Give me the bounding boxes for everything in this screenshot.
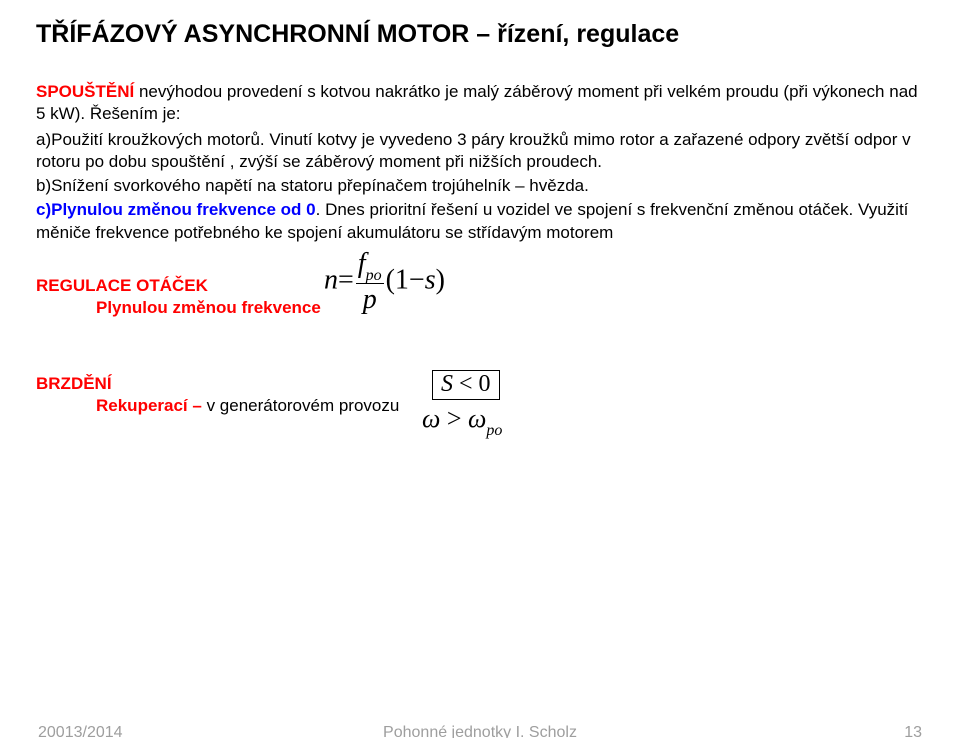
spousteni-label: SPOUŠTĚNÍ [36,82,134,101]
brzdeni-block: BRZDĚNÍ Rekuperací – v generátorovém pro… [36,374,924,464]
page-title: TŘÍFÁZOVÝ ASYNCHRONNÍ MOTOR – řízení, re… [36,20,924,49]
formula-n: n [324,264,338,295]
item-c-bold: c)Plynulou změnou frekvence od 0 [36,200,316,219]
formula-eq: = [338,264,354,295]
omega-right: ω [468,404,486,433]
box-S: S [441,371,453,397]
slip-box-formula: S < 0 [432,370,500,400]
omega-formula: ω > ωpo [422,404,502,438]
formula-one: 1 [395,264,409,295]
spousteni-intro-text: nevýhodou provedení s kotvou nakrátko je… [36,82,918,123]
formula-den: p [356,284,384,314]
formula-num: fpo [356,250,384,285]
item-c: c)Plynulou změnou frekvence od 0. Dnes p… [36,199,924,243]
item-b: b)Snížení svorkového napětí na statoru p… [36,175,924,197]
box-lt: < [453,371,479,397]
omega-left: ω [422,404,440,433]
brzdeni-label: BRZDĚNÍ [36,374,112,394]
footer-center: Pohonné jednotky I. Scholz [0,724,960,738]
document-page: TŘÍFÁZOVÝ ASYNCHRONNÍ MOTOR – řízení, re… [0,0,960,464]
spousteni-intro: SPOUŠTĚNÍ nevýhodou provedení s kotvou n… [36,81,924,125]
formula-open-paren: ( [386,264,395,295]
omega-gt: > [440,404,468,433]
brzdeni-sub-bold: Rekuperací – [96,396,207,415]
formula-s: s [425,264,436,295]
regulace-block: REGULACE OTÁČEK Plynulou změnou frekvenc… [36,250,924,330]
brzdeni-sub: Rekuperací – v generátorovém provozu [96,396,399,416]
box-zero: 0 [479,371,491,397]
formula-f: f [358,248,366,279]
omega-sub: po [486,422,502,439]
formula-fraction: fpop [356,250,384,315]
brzdeni-sub-rest: v generátorovém provozu [207,396,400,415]
formula-close-paren: ) [436,264,445,295]
footer-right: 13 [904,724,922,738]
speed-formula: n=fpop(1−s) [324,250,445,315]
formula-minus: − [409,264,425,295]
item-a: a)Použití kroužkových motorů. Vinutí kot… [36,129,924,173]
regulace-label: REGULACE OTÁČEK [36,276,208,296]
regulace-sub: Plynulou změnou frekvence [96,298,321,318]
formula-f-sub: po [366,267,382,284]
